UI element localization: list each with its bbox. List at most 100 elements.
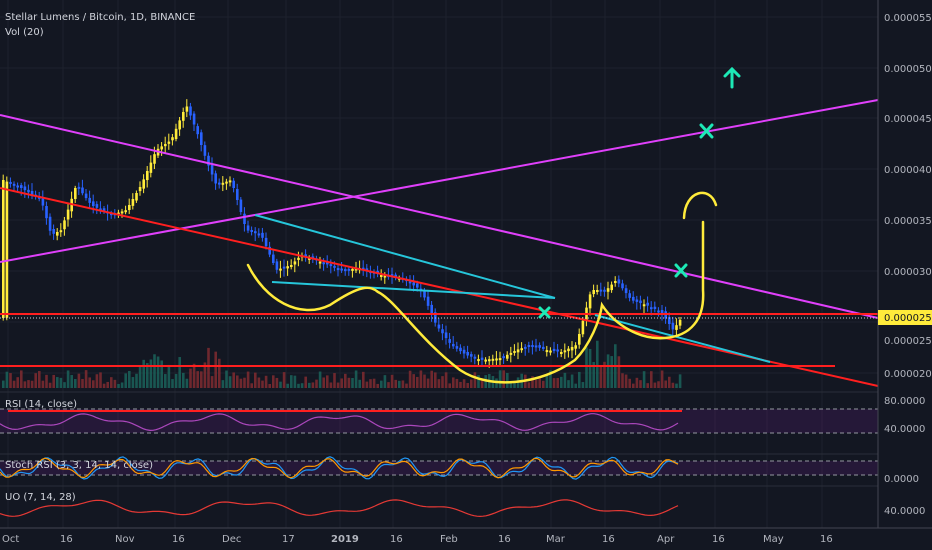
volume-bar bbox=[178, 357, 181, 388]
volume-bar bbox=[88, 377, 91, 388]
candle-body bbox=[81, 187, 84, 194]
candle-body bbox=[473, 356, 477, 359]
candle-body bbox=[477, 359, 480, 362]
current-price-badge bbox=[878, 310, 932, 325]
stoch-rsi-label[interactable]: Stoch RSI (3, 3, 14, 14, close) bbox=[5, 460, 153, 471]
candle-body bbox=[506, 354, 509, 359]
volume-bar bbox=[149, 359, 153, 388]
candle-body bbox=[635, 299, 639, 302]
candle-body bbox=[452, 344, 455, 347]
annotation-markers[interactable] bbox=[538, 66, 741, 319]
grid-lines bbox=[0, 0, 878, 528]
candle-body bbox=[131, 199, 135, 206]
candle-body bbox=[606, 288, 610, 292]
volume-bar bbox=[642, 371, 646, 388]
candle-body bbox=[516, 349, 520, 353]
rsi-label[interactable]: RSI (14, close) bbox=[5, 399, 77, 410]
candle-body bbox=[556, 349, 559, 352]
cyan-trendline-right[interactable] bbox=[594, 314, 771, 363]
cyan-trendline-upper[interactable] bbox=[254, 214, 556, 299]
green-up-arrow-icon[interactable] bbox=[723, 66, 741, 89]
volume-bar bbox=[354, 370, 358, 388]
volume-bar bbox=[448, 383, 451, 388]
volume-bar bbox=[646, 383, 649, 388]
candle-body bbox=[333, 265, 336, 268]
candle-body bbox=[462, 349, 466, 354]
magenta-descending-trendline[interactable] bbox=[0, 114, 879, 319]
magenta-ascending-trendline[interactable] bbox=[0, 99, 879, 263]
volume-bar bbox=[333, 373, 336, 388]
volume-bar bbox=[574, 383, 577, 388]
volume-bar bbox=[588, 348, 592, 388]
candle-body bbox=[614, 281, 617, 283]
volume-bar bbox=[142, 359, 145, 388]
volume-bar bbox=[308, 382, 311, 388]
volume-bar bbox=[254, 372, 257, 388]
candle-body bbox=[470, 354, 473, 357]
candle-body bbox=[491, 358, 495, 361]
candle-body bbox=[290, 265, 293, 267]
price-scale[interactable]: 0.00005500 0.00005000 0.00004500 0.00004… bbox=[877, 0, 932, 528]
volume-bar bbox=[336, 382, 340, 388]
candle-body bbox=[441, 329, 444, 334]
candle-body bbox=[254, 231, 257, 234]
time-tick: 17 bbox=[282, 534, 295, 545]
candle-body bbox=[23, 186, 27, 191]
candle-body bbox=[56, 232, 59, 236]
volume-bar bbox=[534, 379, 538, 388]
green-x-marker[interactable] bbox=[538, 306, 551, 319]
candle-body bbox=[520, 348, 523, 351]
candle-body bbox=[549, 350, 552, 353]
candle-body bbox=[146, 171, 149, 181]
candle-body bbox=[340, 268, 343, 271]
volume-bar bbox=[664, 380, 667, 388]
candle-body bbox=[646, 302, 649, 306]
candle-body bbox=[354, 268, 358, 271]
candle-body bbox=[282, 266, 286, 269]
volume-bar bbox=[477, 375, 480, 388]
candle-body bbox=[174, 128, 178, 140]
candle-body bbox=[365, 268, 369, 271]
uo-label[interactable]: UO (7, 14, 28) bbox=[5, 492, 76, 503]
volume-indicator-label[interactable]: Vol (20) bbox=[5, 27, 44, 38]
volume-bar bbox=[560, 376, 563, 388]
stoch-rsi-pane[interactable] bbox=[0, 453, 878, 480]
green-x-marker[interactable] bbox=[674, 263, 688, 278]
green-x-marker[interactable] bbox=[699, 123, 714, 139]
candle-body bbox=[149, 162, 153, 173]
volume-bars bbox=[2, 340, 682, 388]
candle-body bbox=[326, 261, 329, 265]
time-tick: 16 bbox=[820, 534, 833, 545]
volume-bar bbox=[480, 380, 484, 388]
candle-body bbox=[588, 294, 592, 309]
symbol-title[interactable]: Stellar Lumens / Bitcoin, 1D, BINANCE bbox=[5, 12, 195, 23]
candle-body bbox=[578, 334, 581, 345]
volume-bar bbox=[340, 378, 343, 388]
volume-bar bbox=[95, 374, 99, 388]
volume-bar bbox=[167, 364, 171, 388]
uo-pane[interactable] bbox=[0, 485, 878, 518]
drawings[interactable] bbox=[0, 99, 879, 387]
candle-body bbox=[383, 275, 387, 278]
volume-bar bbox=[538, 378, 541, 388]
candle-body bbox=[45, 206, 48, 219]
candle-body bbox=[264, 237, 268, 247]
cyan-trendline-lower[interactable] bbox=[271, 281, 556, 299]
red-descending-trendline[interactable] bbox=[0, 187, 879, 387]
candle-body bbox=[77, 186, 81, 189]
volume-bar bbox=[41, 380, 45, 388]
candle-body bbox=[531, 345, 534, 348]
volume-bar bbox=[257, 377, 261, 388]
volume-bar bbox=[390, 374, 394, 388]
candle-body bbox=[362, 267, 365, 270]
cup-and-handle-annotation[interactable] bbox=[246, 191, 718, 384]
candle-body bbox=[380, 275, 383, 277]
rsi-pane[interactable] bbox=[0, 391, 878, 434]
candle-body bbox=[668, 317, 671, 324]
time-axis[interactable]: Oct 16 Nov 16 Dec 17 2019 16 Feb 16 Mar … bbox=[0, 527, 932, 545]
candle-body bbox=[617, 279, 621, 284]
volume-bar bbox=[365, 381, 369, 388]
candle-body bbox=[430, 304, 433, 315]
volume-bar bbox=[506, 372, 509, 388]
